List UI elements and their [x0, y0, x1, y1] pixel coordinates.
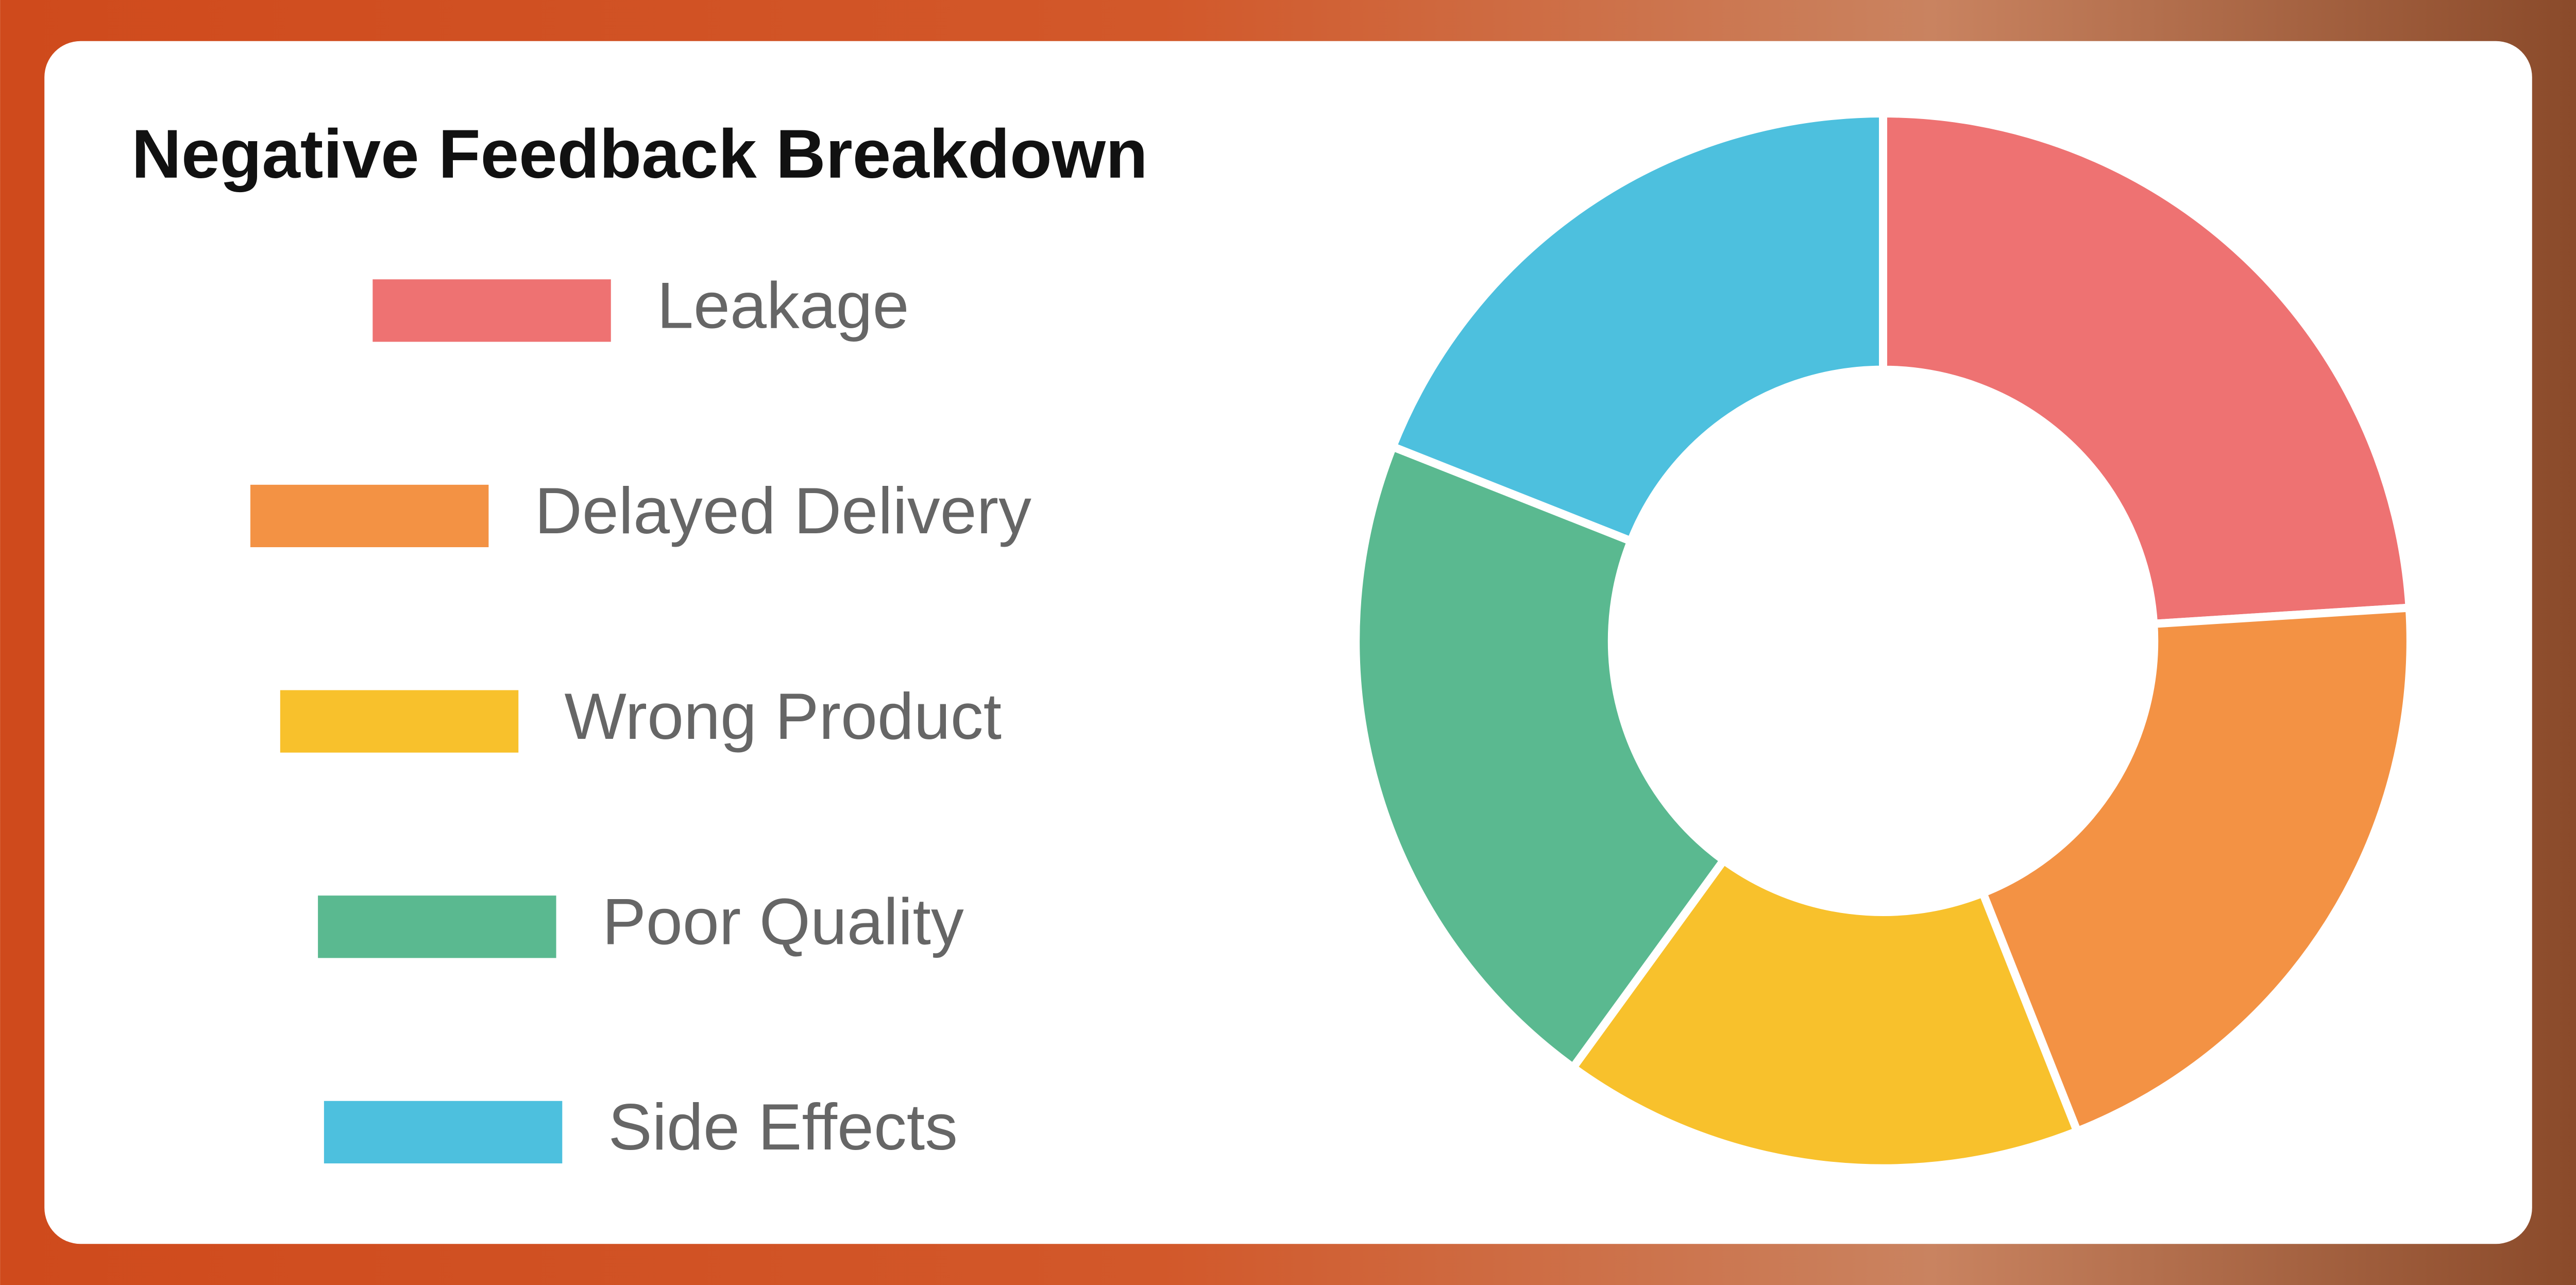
- legend-swatch: [250, 484, 489, 548]
- legend-label: Poor Quality: [602, 885, 964, 958]
- donut-segment: [1977, 603, 2415, 1137]
- donut-segment: [1387, 109, 1887, 547]
- legend-label: Delayed Delivery: [535, 475, 1031, 548]
- donut-segment: [1351, 441, 1730, 1074]
- donut-segment: [1567, 854, 2083, 1173]
- legend-label: Wrong Product: [565, 680, 1002, 753]
- chart-title: Negative Feedback Breakdown: [131, 116, 1148, 193]
- donut-segment: [1879, 109, 2414, 629]
- legend-swatch: [318, 895, 556, 958]
- legend-label: Leakage: [657, 269, 909, 342]
- legend-swatch: [372, 279, 611, 342]
- legend-swatch: [280, 690, 519, 753]
- legend-swatch: [324, 1101, 563, 1163]
- legend-label: Side Effects: [608, 1091, 958, 1164]
